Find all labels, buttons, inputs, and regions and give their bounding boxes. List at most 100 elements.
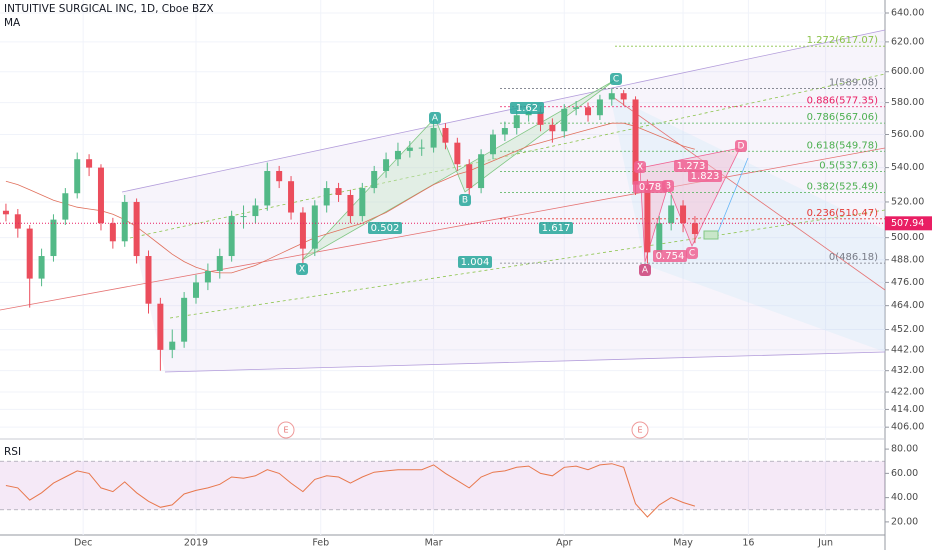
candle-body: [323, 188, 330, 206]
candle-body: [513, 115, 520, 129]
ratio-box: [688, 170, 722, 182]
ratio-label: 0.78: [639, 182, 661, 193]
ratio-box: [368, 222, 402, 234]
candle-body: [2, 210, 9, 215]
last-price-tag: [885, 216, 932, 231]
candle-body: [276, 170, 283, 182]
ratio-label: 1.62: [516, 103, 538, 114]
pattern-point-box: [296, 263, 308, 275]
y-tick-label: 500.00: [891, 232, 924, 243]
earnings-marker: [277, 421, 295, 439]
ratio-label: 1.617: [542, 223, 571, 234]
ratio-box: [539, 222, 573, 234]
pattern-point: A: [432, 114, 439, 124]
y-tick-label: 422.00: [891, 387, 924, 398]
candle-body: [549, 124, 556, 132]
trend-line: [169, 209, 886, 319]
candle-body: [347, 194, 354, 217]
candle-body: [656, 223, 663, 253]
candle-body: [596, 99, 603, 116]
candle-body: [561, 108, 568, 132]
candle-body: [299, 212, 306, 249]
candle-body: [489, 134, 496, 155]
y-tick-label: 20.00: [891, 516, 918, 527]
y-tick-label: 520.00: [891, 196, 924, 207]
x-tick-label: Jun: [817, 538, 833, 549]
pattern-point-box: [429, 112, 441, 124]
y-tick-label: 414.00: [891, 404, 924, 415]
pattern-point: B: [462, 196, 468, 206]
rsi-title: RSI: [4, 446, 21, 458]
y-tick-label: 620.00: [891, 36, 924, 47]
pattern-point: X: [299, 265, 305, 275]
symbol-title: INTUITIVE SURGICAL INC, 1D, Cboe BZX: [4, 3, 214, 15]
candle-body: [644, 184, 651, 253]
candle-body: [14, 214, 21, 229]
ratio-box: [674, 160, 708, 172]
x-tick-label: Feb: [312, 538, 329, 549]
candle-body: [264, 170, 271, 206]
pattern-point: X: [637, 163, 643, 173]
candle-body: [26, 228, 33, 279]
ratio-box: [458, 256, 492, 268]
rsi-band: [0, 461, 885, 510]
y-tick-label: 560.00: [891, 129, 924, 140]
pattern-point-box: [610, 73, 622, 85]
last-price-label: 507.94: [891, 218, 924, 229]
fib-label: 0.382(525.49): [807, 181, 879, 192]
candle-body: [228, 216, 235, 257]
candle-body: [608, 93, 615, 100]
fib-label: 0.618(549.78): [807, 140, 879, 151]
fib-label: 0.886(577.35): [807, 96, 879, 107]
candle-body: [97, 167, 104, 224]
x-tick-label: Mar: [425, 538, 443, 549]
candle-body: [454, 142, 461, 165]
candle-body: [585, 107, 592, 116]
fib-label: 0.236(510.47): [807, 208, 879, 219]
candle-body: [501, 128, 508, 135]
pattern-point: A: [642, 266, 649, 276]
y-tick-label: 476.00: [891, 277, 924, 288]
candle-body: [121, 201, 128, 242]
candle-body: [181, 297, 188, 342]
ratio-label: 1.004: [461, 257, 490, 268]
y-tick-label: 640.00: [891, 7, 924, 18]
candle-body: [38, 256, 45, 279]
x-tick-label: 2019: [184, 538, 208, 549]
candle-body: [74, 159, 81, 194]
fib-label: 1(589.08): [829, 77, 878, 88]
ratio-box: [633, 181, 667, 193]
pattern-point: B: [665, 182, 671, 192]
pattern-point-box: [686, 247, 698, 259]
y-tick-label: 80.00: [891, 444, 918, 455]
candle-body: [133, 201, 140, 257]
candle-body: [632, 99, 639, 185]
ratio-label: 0.502: [371, 223, 400, 234]
earnings-label: E: [637, 426, 642, 435]
pattern-point-box: [735, 140, 747, 152]
trend-line: [609, 94, 886, 291]
x-tick-label: May: [673, 538, 693, 549]
candle-body: [418, 147, 425, 149]
pattern-point: C: [689, 249, 695, 259]
pattern-point-box: [639, 264, 651, 276]
pattern-point-box: [459, 194, 471, 206]
candle-body: [193, 282, 200, 298]
earnings-marker: [631, 421, 649, 439]
candle-body: [620, 93, 627, 100]
candle-body: [252, 205, 259, 217]
candle-body: [383, 159, 390, 171]
pitchfork-line: [164, 351, 886, 373]
candle-body: [430, 128, 437, 148]
fib-label: 0.5(537.63): [819, 161, 878, 172]
candle-body: [466, 164, 473, 189]
pattern-point-box: [634, 161, 646, 173]
y-tick-label: 40.00: [891, 492, 918, 503]
candle-body: [394, 150, 401, 160]
candle-body: [478, 154, 485, 189]
candle-body: [537, 112, 544, 125]
y-tick-label: 580.00: [891, 97, 924, 108]
fib-label: 0.786(567.06): [807, 112, 879, 123]
